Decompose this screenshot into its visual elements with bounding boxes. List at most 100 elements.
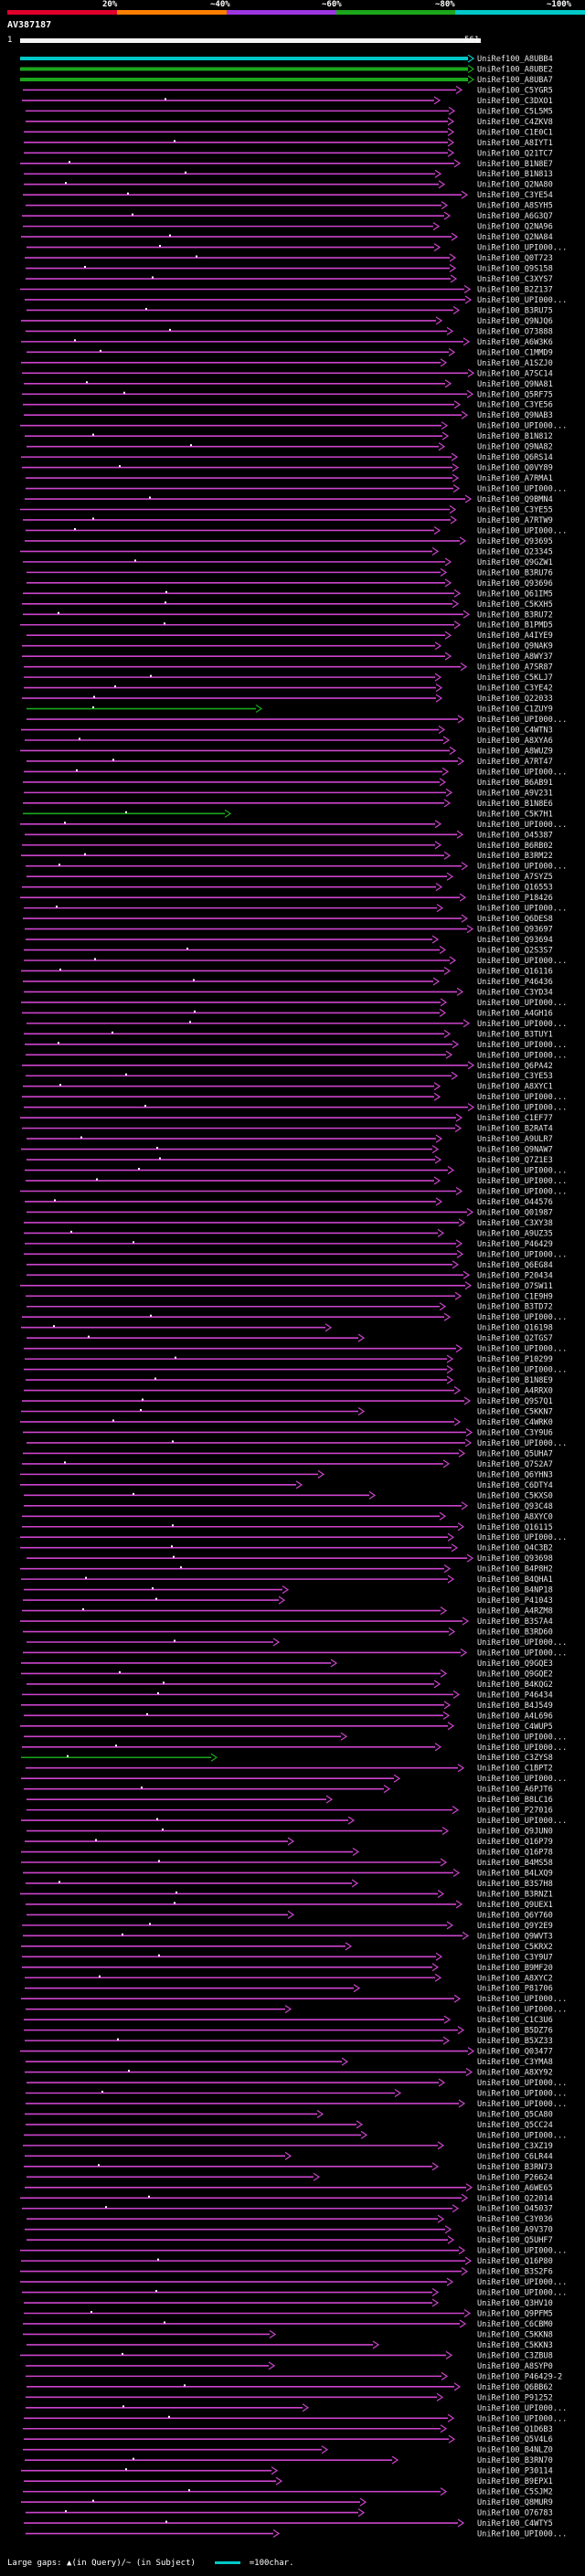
hit-label-link[interactable]: UniRef100_C1ZUY9: [477, 705, 553, 715]
hit-label-link[interactable]: UniRef100_C5K7H1: [477, 810, 553, 819]
hit-row[interactable]: UniRef100_Q5RF75: [22, 389, 553, 399]
hit-label-link[interactable]: UniRef100_P41043: [477, 1596, 553, 1606]
hit-label-link[interactable]: UniRef100_Q93696: [477, 579, 553, 588]
hit-label-link[interactable]: UniRef100_A6G3Q7: [477, 212, 553, 221]
hit-row[interactable]: UniRef100_Q7S2A7: [22, 1459, 553, 1469]
hit-label-link[interactable]: UniRef100_B1N8E9: [477, 1376, 553, 1385]
hit-label-link[interactable]: UniRef100_A6PJT6: [477, 1786, 553, 1795]
hit-label-link[interactable]: UniRef100_Q01987: [477, 1208, 553, 1217]
hit-row[interactable]: UniRef100_Q23345: [20, 546, 553, 557]
hit-label-link[interactable]: UniRef100_UPI000...: [477, 1648, 567, 1658]
hit-label-link[interactable]: UniRef100_UPI000...: [477, 2404, 567, 2413]
hit-label-link[interactable]: UniRef100_UPI000...: [477, 1744, 567, 1753]
hit-label-link[interactable]: UniRef100_B3S2F6: [477, 2268, 553, 2277]
hit-label-link[interactable]: UniRef100_B9EPX1: [477, 2477, 553, 2486]
hit-label-link[interactable]: UniRef100_Q5UHF7: [477, 2236, 553, 2245]
hit-row[interactable]: UniRef100_Q93698: [27, 1553, 553, 1564]
hit-label-link[interactable]: UniRef100_C5KKN3: [477, 2341, 553, 2350]
hit-label-link[interactable]: UniRef100_B4NP18: [477, 1586, 553, 1595]
hit-label-link[interactable]: UniRef100_Q6BB62: [477, 2383, 553, 2392]
hit-label-link[interactable]: UniRef100_O45387: [477, 831, 553, 840]
hit-row[interactable]: UniRef100_C4WTY5: [24, 2518, 553, 2528]
hit-row[interactable]: UniRef100_Q22033: [22, 694, 553, 704]
hit-row[interactable]: UniRef100_Q8MUR9: [21, 2497, 553, 2507]
hit-label-link[interactable]: UniRef100_A8SYP0: [477, 2362, 553, 2371]
hit-row[interactable]: UniRef100_UPI000...: [20, 1532, 567, 1542]
hit-row[interactable]: UniRef100_Q5CA80: [25, 2109, 553, 2119]
hit-label-link[interactable]: UniRef100_C3XZ19: [477, 2142, 553, 2151]
hit-label-link[interactable]: UniRef100_UPI000...: [477, 2414, 567, 2423]
hit-row[interactable]: UniRef100_Q16P80: [21, 2256, 553, 2266]
hit-label-link[interactable]: UniRef100_A9ULR7: [477, 1135, 553, 1144]
hit-row[interactable]: UniRef100_Q5UHF7: [27, 2235, 553, 2245]
hit-row[interactable]: UniRef100_O7SW11: [20, 1281, 553, 1291]
hit-row[interactable]: UniRef100_Q16198: [21, 1323, 553, 1333]
hit-row[interactable]: UniRef100_UPI000...: [26, 2403, 567, 2413]
hit-row[interactable]: UniRef100_A9UZ35: [24, 1228, 553, 1238]
hit-label-link[interactable]: UniRef100_B5DZ76: [477, 2027, 553, 2036]
hit-row[interactable]: UniRef100_Q5CC24: [26, 2120, 553, 2130]
hit-row[interactable]: UniRef100_Q9BMN4: [25, 494, 553, 504]
hit-row[interactable]: UniRef100_C3XYS7: [26, 274, 553, 284]
hit-row[interactable]: UniRef100_Q0VY89: [22, 463, 553, 473]
hit-row[interactable]: UniRef100_Q16553: [22, 883, 553, 893]
hit-row[interactable]: UniRef100_A9ULR7: [27, 1134, 553, 1144]
hit-row[interactable]: UniRef100_UPI000...: [21, 1816, 567, 1826]
hit-row[interactable]: UniRef100_UPI000...: [24, 1344, 567, 1354]
hit-row[interactable]: UniRef100_A6PJT6: [24, 1785, 553, 1795]
hit-label-link[interactable]: UniRef100_A7RT47: [477, 758, 553, 767]
hit-label-link[interactable]: UniRef100_UPI000...: [477, 422, 567, 431]
hit-label-link[interactable]: UniRef100_C3ZBU8: [477, 2351, 553, 2360]
hit-row[interactable]: UniRef100_UPI000...: [24, 1103, 567, 1113]
hit-label-link[interactable]: UniRef100_A8WUZ9: [477, 747, 553, 756]
hit-row[interactable]: UniRef100_Q9GQE2: [21, 1669, 553, 1679]
hit-label-link[interactable]: UniRef100_C1E9H9: [477, 1292, 553, 1301]
hit-label-link[interactable]: UniRef100_C6CBM0: [477, 2320, 553, 2329]
hit-label-link[interactable]: UniRef100_Q2NA80: [477, 181, 553, 190]
hit-label-link[interactable]: UniRef100_A7SYZ5: [477, 873, 553, 882]
hit-row[interactable]: UniRef100_UPI000...: [24, 904, 567, 914]
hit-row[interactable]: UniRef100_P26624: [27, 2172, 553, 2182]
hit-label-link[interactable]: UniRef100_P30114: [477, 2467, 553, 2476]
hit-row[interactable]: UniRef100_Q3HV10: [24, 2298, 553, 2308]
hit-label-link[interactable]: UniRef100_Q6Y760: [477, 1911, 553, 1920]
hit-row[interactable]: UniRef100_C5L5M5: [26, 106, 553, 116]
hit-row[interactable]: UniRef100_P20434: [27, 1270, 553, 1280]
hit-label-link[interactable]: UniRef100_C1EF77: [477, 1114, 553, 1123]
hit-row[interactable]: UniRef100_C4ZKV8: [26, 117, 553, 127]
hit-row[interactable]: UniRef100_UPI000...: [24, 767, 567, 777]
hit-label-link[interactable]: UniRef100_UPI000...: [477, 1638, 567, 1648]
hit-row[interactable]: UniRef100_UPI000...: [24, 2130, 567, 2140]
hit-label-link[interactable]: UniRef100_C5KXH5: [477, 600, 553, 610]
hit-label-link[interactable]: UniRef100_B3TUY1: [477, 1030, 553, 1039]
hit-row[interactable]: UniRef100_UPI000...: [21, 998, 567, 1008]
hit-row[interactable]: UniRef100_Q9NAK9: [22, 641, 553, 652]
hit-row[interactable]: UniRef100_UPI000...: [26, 2099, 567, 2109]
hit-row[interactable]: UniRef100_Q03477: [20, 2047, 553, 2057]
hit-label-link[interactable]: UniRef100_UPI000...: [477, 1177, 567, 1186]
hit-row[interactable]: UniRef100_P41043: [23, 1595, 553, 1606]
hit-row[interactable]: UniRef100_O45037: [22, 2204, 553, 2214]
hit-row[interactable]: UniRef100_C5KXH5: [22, 599, 553, 610]
hit-row[interactable]: UniRef100_A8WY37: [22, 652, 553, 662]
hit-row[interactable]: UniRef100_UPI000...: [27, 2078, 567, 2088]
hit-label-link[interactable]: UniRef100_C3YE56: [477, 401, 553, 410]
hit-row[interactable]: UniRef100_B4J549: [21, 1701, 553, 1711]
hit-row[interactable]: UniRef100_C1EF77: [20, 1113, 553, 1123]
hit-row[interactable]: UniRef100_C3YE56: [23, 400, 553, 410]
hit-label-link[interactable]: UniRef100_A9UZ35: [477, 1229, 553, 1238]
hit-row[interactable]: UniRef100_UPI000...: [26, 2529, 567, 2539]
hit-label-link[interactable]: UniRef100_UPI000...: [477, 999, 567, 1008]
hit-row[interactable]: UniRef100_B3S7A4: [20, 1617, 553, 1627]
hit-row[interactable]: UniRef100_Q2S3S7: [24, 946, 553, 956]
hit-label-link[interactable]: UniRef100_C1BPT2: [477, 1765, 553, 1774]
hit-row[interactable]: UniRef100_C5KKN8: [23, 2329, 553, 2339]
hit-row[interactable]: UniRef100_UPI000...: [26, 1176, 567, 1186]
hit-label-link[interactable]: UniRef100_Q9NAK9: [477, 642, 553, 652]
hit-row[interactable]: UniRef100_Q9WVT3: [23, 1931, 553, 1941]
hit-label-link[interactable]: UniRef100_UPI000...: [477, 2247, 567, 2256]
hit-label-link[interactable]: UniRef100_Q9NA82: [477, 443, 553, 452]
hit-row[interactable]: UniRef100_C5KLJ7: [24, 673, 553, 683]
hit-label-link[interactable]: UniRef100_Q1D6B3: [477, 2425, 553, 2434]
hit-row[interactable]: UniRef100_A8XYC2: [25, 1973, 553, 1983]
